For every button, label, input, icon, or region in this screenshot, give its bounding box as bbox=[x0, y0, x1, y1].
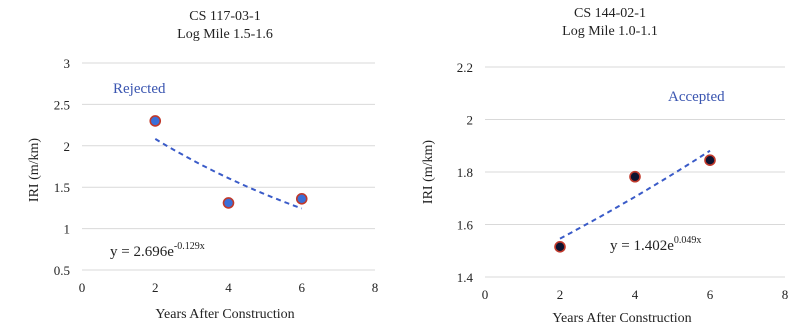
chart-right-data-point bbox=[704, 154, 716, 166]
chart-right-x-tick-label: 4 bbox=[632, 287, 639, 302]
chart-left-y-tick-label: 2 bbox=[64, 139, 71, 154]
chart-left-x-tick-label: 8 bbox=[372, 280, 379, 295]
chart-left-points bbox=[149, 115, 308, 209]
chart-right-data-point bbox=[629, 170, 641, 183]
chart-left-y-tick-label: 0.5 bbox=[54, 263, 70, 278]
chart-right: CS 144-02-1 Log Mile 1.0-1.1 1.4 1.6 1.8 2 2… bbox=[421, 6, 788, 326]
chart-right-equation-base: y = 1.402e bbox=[610, 238, 674, 254]
chart-right-equation-exponent: 0.049x bbox=[674, 235, 702, 246]
chart-right-x-axis-label: Years After Construction bbox=[552, 311, 691, 326]
chart-right-points bbox=[554, 154, 716, 253]
chart-right-gridlines bbox=[485, 66, 785, 278]
chart-left-title: CS 117-03-1 bbox=[189, 9, 260, 24]
chart-right-title: CS 144-02-1 bbox=[574, 6, 646, 21]
chart-right-x-tick-label: 0 bbox=[482, 287, 489, 302]
chart-left-equation-base: y = 2.696e bbox=[110, 244, 174, 260]
chart-right-status-label: Accepted bbox=[668, 89, 725, 105]
chart-left-y-tick-label: 1 bbox=[64, 222, 71, 237]
chart-right-x-tick-labels: 0 2 4 6 8 bbox=[482, 287, 789, 302]
chart-right-y-tick-label: 2 bbox=[467, 113, 474, 128]
chart-left-gridlines bbox=[82, 62, 375, 271]
chart-right-y-axis-label: IRI (m/km) bbox=[421, 140, 436, 204]
chart-left-subtitle: Log Mile 1.5-1.6 bbox=[177, 27, 273, 42]
chart-left: CS 117-03-1 Log Mile 1.5-1.6 0.5 1 1.5 2 2.5… bbox=[27, 9, 378, 322]
chart-left-trendline bbox=[154, 138, 303, 210]
chart-right-subtitle: Log Mile 1.0-1.1 bbox=[562, 24, 658, 39]
chart-right-data-point bbox=[554, 241, 566, 253]
chart-left-y-axis-label: IRI (m/km) bbox=[27, 138, 42, 202]
chart-left-x-tick-label: 0 bbox=[79, 280, 86, 295]
chart-left-y-tick-label: 2.5 bbox=[54, 97, 70, 112]
chart-left-y-tick-label: 3 bbox=[64, 56, 71, 71]
chart-left-x-tick-label: 2 bbox=[152, 280, 159, 295]
chart-right-x-tick-label: 2 bbox=[557, 287, 564, 302]
chart-right-equation: y = 1.402e0.049x bbox=[610, 235, 701, 254]
chart-left-data-point bbox=[295, 192, 308, 205]
chart-right-y-tick-label: 1.4 bbox=[457, 270, 474, 285]
chart-right-trendline-group bbox=[559, 149, 711, 240]
chart-left-x-tick-label: 4 bbox=[225, 280, 232, 295]
chart-right-x-tick-label: 6 bbox=[707, 287, 714, 302]
chart-left-equation: y = 2.696e-0.129x bbox=[110, 241, 205, 260]
chart-left-trendline-group bbox=[154, 138, 303, 210]
chart-left-y-tick-labels: 0.5 1 1.5 2 2.5 3 bbox=[54, 56, 70, 278]
chart-right-trendline bbox=[559, 149, 711, 240]
chart-right-x-tick-label: 8 bbox=[782, 287, 789, 302]
chart-left-data-point bbox=[222, 197, 235, 209]
chart-left-status-label: Rejected bbox=[113, 81, 166, 97]
chart-right-y-tick-label: 1.6 bbox=[457, 218, 474, 233]
chart-right-y-tick-label: 1.8 bbox=[457, 165, 473, 180]
chart-left-y-tick-label: 1.5 bbox=[54, 180, 70, 195]
chart-left-x-tick-label: 6 bbox=[299, 280, 306, 295]
chart-left-x-axis-label: Years After Construction bbox=[155, 307, 294, 322]
chart-right-y-tick-label: 2.2 bbox=[457, 60, 473, 75]
chart-right-y-tick-labels: 1.4 1.6 1.8 2 2.2 bbox=[457, 60, 474, 285]
chart-left-x-tick-labels: 0 2 4 6 8 bbox=[79, 280, 379, 295]
chart-left-data-point bbox=[149, 115, 162, 127]
chart-left-equation-exponent: -0.129x bbox=[174, 241, 205, 252]
